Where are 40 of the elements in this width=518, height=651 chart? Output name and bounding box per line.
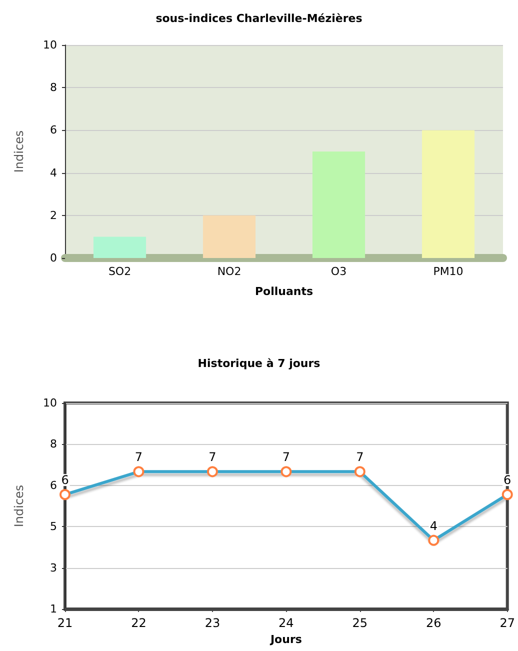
y-tick-label: 8 xyxy=(50,438,57,451)
y-tick-label: 4 xyxy=(50,166,57,180)
y-tick-label: 5 xyxy=(50,520,57,534)
bar xyxy=(202,215,256,258)
y-tick-label: 2 xyxy=(50,208,57,222)
y-tick-label: 6 xyxy=(50,124,57,137)
data-label: 7 xyxy=(134,450,143,464)
y-tick-label: 1 xyxy=(50,602,57,616)
x-tick-label: 21 xyxy=(57,616,73,630)
x-tick-label: 23 xyxy=(204,616,220,630)
y-tick-label: 0 xyxy=(50,252,57,264)
x-tick-label: 26 xyxy=(426,616,442,630)
x-tick-label: 25 xyxy=(352,616,368,630)
y-tick-label: 10 xyxy=(43,396,57,410)
data-label: 7 xyxy=(356,450,364,464)
y-axis-title: Indices xyxy=(12,484,26,528)
y-tick-label: 8 xyxy=(50,81,57,94)
y-axis-title: Indices xyxy=(12,130,26,173)
bar xyxy=(93,236,146,258)
x-tick-label: O3 xyxy=(330,265,347,278)
x-axis-title: Jours xyxy=(269,632,302,646)
y-tick-label: 3 xyxy=(50,561,57,574)
x-axis-title: Polluants xyxy=(254,285,314,298)
x-tick-label: PM10 xyxy=(433,265,464,278)
y-tick-label: 10 xyxy=(43,38,57,52)
bar xyxy=(312,152,366,258)
x-tick-label: 27 xyxy=(500,616,516,630)
data-label: 7 xyxy=(208,450,216,464)
y-tick-label: 6 xyxy=(50,478,57,492)
x-tick-label: 22 xyxy=(131,616,146,630)
data-label: 6 xyxy=(504,473,512,488)
x-tick-label: NO2 xyxy=(217,265,242,278)
data-label: 6 xyxy=(61,473,69,488)
x-tick-label: SO2 xyxy=(108,265,132,278)
x-tick-label: 24 xyxy=(278,616,294,630)
bar xyxy=(422,130,475,258)
data-label: 7 xyxy=(282,450,290,464)
chart-title: sous-indices Charleville-Mézières xyxy=(156,12,363,25)
data-label: 4 xyxy=(430,518,438,533)
chart-title: Historique à 7 jours xyxy=(198,357,321,370)
